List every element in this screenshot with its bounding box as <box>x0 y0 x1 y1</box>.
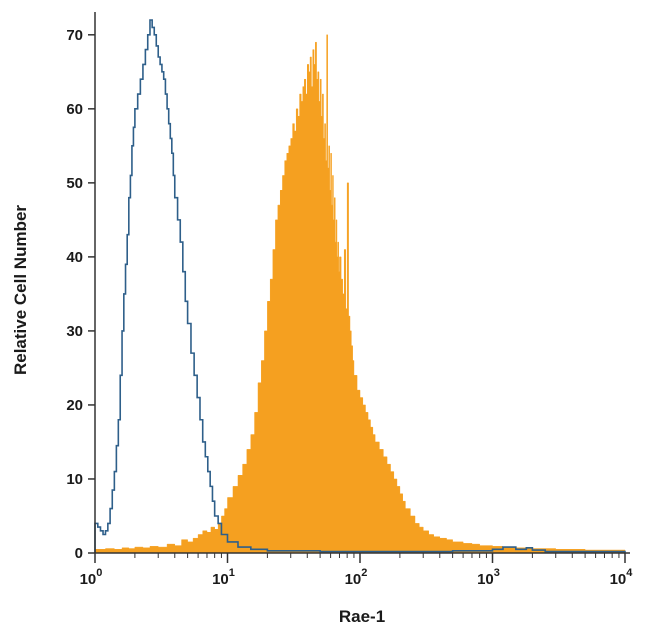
y-ticks: 0 10 20 30 40 50 60 70 <box>66 27 95 562</box>
y-tick-label-0: 0 <box>75 545 83 562</box>
y-axis-title: Relative Cell Number <box>11 205 30 375</box>
y-tick-label-4: 40 <box>66 249 83 266</box>
y-tick-label-3: 30 <box>66 323 83 340</box>
x-tick-label-4: 104 <box>610 567 634 588</box>
axes <box>94 12 630 554</box>
x-tick-label-1: 101 <box>212 567 235 588</box>
y-tick-label-1: 10 <box>66 471 83 488</box>
plot-area <box>94 19 626 554</box>
x-ticks: 100 101 102 103 104 <box>80 553 634 588</box>
y-tick-label-7: 70 <box>66 27 83 44</box>
series-0-filled-histogram <box>94 34 626 554</box>
y-tick-label-5: 50 <box>66 175 83 192</box>
x-tick-label-0: 100 <box>80 567 103 588</box>
x-axis-title: Rae-1 <box>339 607 385 626</box>
series-1-outline-histogram <box>94 19 626 553</box>
y-tick-label-2: 20 <box>66 397 83 414</box>
y-tick-label-6: 60 <box>66 101 83 118</box>
x-tick-label-2: 102 <box>345 567 368 588</box>
x-tick-label-3: 103 <box>477 567 500 588</box>
